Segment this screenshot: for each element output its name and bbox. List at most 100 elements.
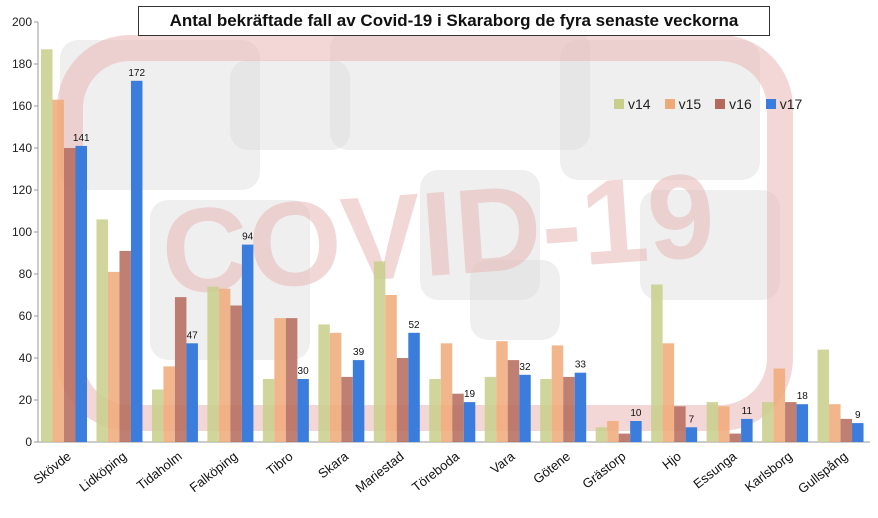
bar-v15 bbox=[662, 343, 675, 442]
bar-v16 bbox=[119, 250, 131, 442]
bar-v15 bbox=[218, 288, 231, 442]
bar-v17 bbox=[186, 343, 198, 442]
legend-item-v14: v14 bbox=[614, 96, 651, 112]
bar-v14 bbox=[484, 376, 497, 442]
bar-v17 bbox=[574, 372, 587, 442]
bar-v14 bbox=[817, 349, 830, 442]
bar-v17 bbox=[352, 360, 365, 442]
bar-v17 bbox=[630, 421, 642, 442]
bar-v15 bbox=[385, 295, 397, 442]
bar-v14 bbox=[207, 286, 219, 442]
y-tick-label: 180 bbox=[12, 57, 32, 71]
data-label: 33 bbox=[575, 360, 587, 371]
bar-v14 bbox=[429, 379, 441, 442]
y-tick-label: 140 bbox=[12, 141, 32, 155]
bar-v16 bbox=[452, 393, 464, 442]
bar-v15 bbox=[773, 368, 786, 442]
bar-v14 bbox=[96, 219, 108, 442]
bar-v15 bbox=[329, 332, 342, 442]
data-label: 141 bbox=[73, 133, 90, 144]
bar-v17 bbox=[463, 402, 476, 442]
bar-v14 bbox=[318, 324, 330, 442]
bar-v14 bbox=[41, 49, 53, 443]
bar-v17 bbox=[519, 374, 531, 442]
bar-v15 bbox=[107, 271, 120, 442]
legend-item-v17: v17 bbox=[765, 96, 803, 112]
bar-v14 bbox=[262, 379, 275, 442]
data-label: 172 bbox=[128, 68, 145, 79]
x-tick-label: Essunga bbox=[690, 448, 740, 491]
y-tick-label: 160 bbox=[12, 99, 32, 113]
data-label: 10 bbox=[630, 408, 642, 419]
y-tick-label: 200 bbox=[12, 15, 32, 29]
map-region bbox=[230, 60, 350, 150]
x-tick-label: Vara bbox=[487, 448, 518, 477]
data-label: 9 bbox=[855, 410, 861, 421]
bar-v15 bbox=[607, 421, 619, 442]
x-tick-label: Töreboda bbox=[409, 448, 463, 495]
legend-label-v15: v15 bbox=[678, 96, 702, 112]
y-tick-label: 100 bbox=[12, 225, 32, 239]
bars bbox=[41, 49, 864, 443]
x-tick-label: Götene bbox=[530, 449, 573, 487]
bar-v16 bbox=[729, 433, 742, 442]
legend-swatch-v15 bbox=[664, 99, 675, 109]
bar-v15 bbox=[496, 341, 508, 442]
bar-v14 bbox=[762, 402, 774, 442]
map-region bbox=[60, 40, 260, 190]
y-tick-label: 0 bbox=[25, 435, 32, 449]
data-label: 39 bbox=[353, 347, 365, 358]
bar-v17 bbox=[241, 244, 254, 442]
bar-v17 bbox=[741, 418, 753, 442]
bar-v14 bbox=[151, 389, 164, 442]
bar-v16 bbox=[674, 406, 686, 442]
x-tick-label: Gullspång bbox=[795, 449, 850, 497]
y-tick-label: 120 bbox=[12, 183, 32, 197]
y-tick-label: 60 bbox=[19, 309, 33, 323]
data-label: 7 bbox=[689, 414, 695, 425]
data-label: 30 bbox=[298, 366, 310, 377]
legend-label-v17: v17 bbox=[779, 96, 803, 112]
x-tick-label: Falköping bbox=[187, 449, 241, 496]
bar-v16 bbox=[563, 376, 575, 442]
legend-item-v16: v16 bbox=[715, 96, 752, 112]
bar-v16 bbox=[174, 297, 187, 442]
legend-item-v15: v15 bbox=[664, 96, 702, 112]
data-label: 32 bbox=[519, 362, 531, 373]
bar-v16 bbox=[507, 360, 520, 442]
data-label: 47 bbox=[187, 330, 199, 341]
legend-label-v14: v14 bbox=[628, 96, 651, 112]
bar-v17 bbox=[685, 427, 698, 442]
data-label: 11 bbox=[742, 406, 753, 417]
bar-v16 bbox=[396, 358, 409, 442]
x-tick-label: Skövde bbox=[30, 449, 73, 488]
bar-v15 bbox=[718, 406, 730, 442]
map-region bbox=[420, 170, 540, 300]
bar-v17 bbox=[130, 80, 143, 443]
bar-v17 bbox=[75, 145, 87, 442]
map-region bbox=[150, 200, 310, 360]
bar-v14 bbox=[706, 402, 719, 442]
legend-swatch-v17 bbox=[765, 99, 776, 109]
bar-v15 bbox=[274, 318, 286, 442]
bar-v14 bbox=[651, 284, 663, 442]
bar-v16 bbox=[840, 418, 853, 442]
x-axis-labels: Skövde Lidköping Tidaholm Falköping Tibro Ska… bbox=[30, 448, 850, 496]
map-region bbox=[640, 190, 780, 300]
bar-v14 bbox=[595, 427, 608, 442]
bar-v15 bbox=[829, 404, 841, 442]
x-tick-label: Tidaholm bbox=[134, 449, 185, 493]
y-axis: 0 20 40 60 80 100 120 140 160 180 200 bbox=[12, 15, 870, 449]
chart-title: Antal bekräftade fall av Covid-19 i Skar… bbox=[138, 6, 770, 36]
bar-v14 bbox=[540, 379, 552, 442]
map-region bbox=[470, 260, 560, 340]
data-label: 19 bbox=[464, 389, 476, 400]
legend: v14 v15 v16 v17 bbox=[614, 96, 802, 112]
bar-v17 bbox=[852, 423, 864, 442]
bar-v17 bbox=[297, 379, 309, 442]
data-labels: 141 172 47 94 30 39 52 19 32 33 10 7 11 18 9 bbox=[73, 68, 861, 425]
bar-v16 bbox=[618, 433, 631, 442]
x-tick-label: Hjo bbox=[659, 449, 684, 473]
bar-v15 bbox=[551, 345, 564, 442]
bar-v16 bbox=[285, 318, 298, 442]
